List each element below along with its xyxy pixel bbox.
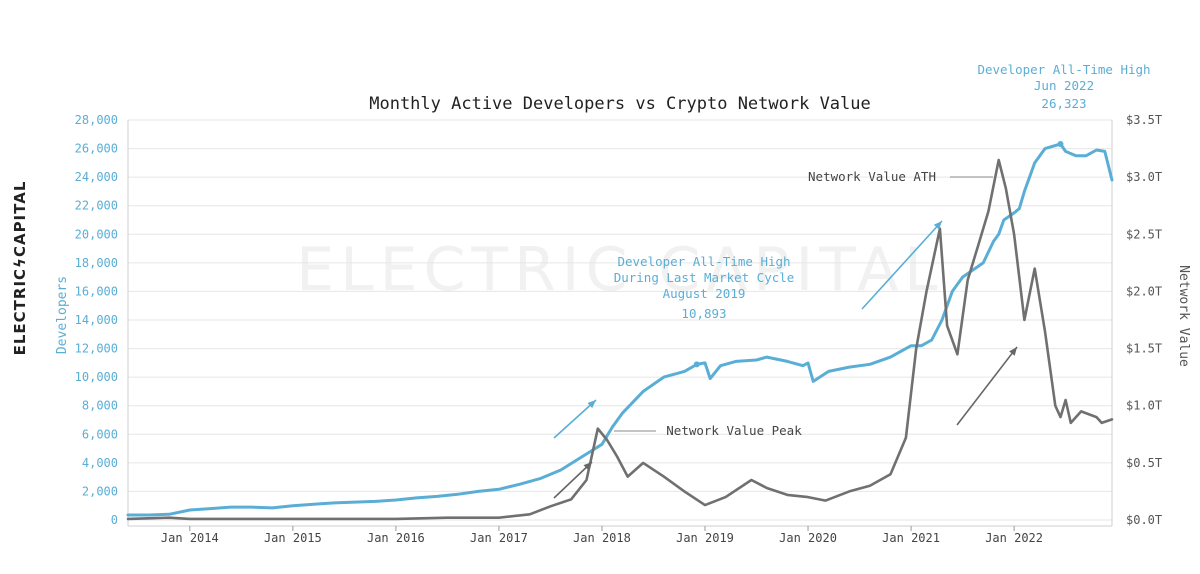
y-tick-right: $3.0T [1126,170,1162,184]
brand-logo: ELECTRICϟCAPITAL [11,181,29,356]
x-axis: Jan 2014 Jan 2015 Jan 2016 Jan 2017 Jan 2018… [161,526,1043,545]
developers-line [126,142,1114,517]
y-tick-right: $2.0T [1126,284,1162,298]
y-tick-right: $3.5T [1126,113,1162,127]
y-tick-left: 18,000 [75,256,118,270]
y-tick-right: $2.5T [1126,227,1162,241]
arrow-nv-2017-head [583,462,592,471]
y-tick-right: $1.0T [1126,399,1162,413]
annotation-dev-prev-label: Developer All-Time High [617,254,790,269]
gridlines [127,119,1113,527]
series-lines [126,142,1114,521]
arrow-dev-2017 [553,399,597,439]
dev-ath-marker [1057,140,1064,147]
annotation-nv-ath: Network Value ATH [808,169,936,184]
annotation-nv-peak: Network Value Peak [666,423,802,438]
x-tick-label: Jan 2022 [985,531,1043,545]
annotation-dev-ath-label: Jun 2022 [1034,78,1094,93]
right-axis-ticks: $0.0T $0.5T $1.0T $1.5T $2.0T $2.5T $3.0T $3.5T [1126,113,1162,527]
annotation-dev-prev-value: 10,893 [681,306,726,321]
arrow-dev-2021 [861,220,943,310]
annotation-dev-prev-label: During Last Market Cycle [614,270,795,285]
x-tick-label: Jan 2020 [779,531,837,545]
y-tick-left: 14,000 [75,313,118,327]
annotation-dev-ath-label: Developer All-Time High [977,62,1150,77]
y-tick-left: 4,000 [82,456,118,470]
y-tick-left: 20,000 [75,227,118,241]
y-tick-left: 6,000 [82,427,118,441]
y-axis-label-left: Developers [55,276,70,354]
y-tick-left: 28,000 [75,113,118,127]
y-tick-left: 24,000 [75,170,118,184]
y-tick-right: $0.5T [1126,456,1162,470]
y-tick-left: 26,000 [75,142,118,156]
dev-prev-marker [693,361,700,368]
y-tick-right: $0.0T [1126,513,1162,527]
annotation-dev-prev-label: August 2019 [663,286,746,301]
y-tick-left: 12,000 [75,342,118,356]
y-tick-left: 10,000 [75,370,118,384]
y-tick-left: 8,000 [82,399,118,413]
x-tick-label: Jan 2021 [882,531,940,545]
arrow-dev-2017-head [587,400,596,409]
arrow-nv-2021 [956,346,1018,426]
y-tick-left: 22,000 [75,199,118,213]
arrow-nv-2021-head [1009,347,1017,356]
y-tick-left: 2,000 [82,484,118,498]
left-axis-ticks: 0 2,000 4,000 6,000 8,000 10,000 12,000 14,000 1… [75,113,118,527]
chart-title: Monthly Active Developers vs Crypto Netw… [369,94,871,114]
annotation-dev-ath-value: 26,323 [1041,96,1086,111]
network-value-line [126,158,1114,521]
x-tick-label: Jan 2014 [161,531,219,545]
arrow-dev-2021-head [933,221,942,230]
y-tick-left: 0 [111,513,118,527]
y-tick-right: $1.5T [1126,342,1162,356]
x-tick-label: Jan 2018 [573,531,631,545]
watermark: ELECTRIC CAPITAL [296,235,943,305]
y-tick-left: 16,000 [75,284,118,298]
x-tick-label: Jan 2015 [264,531,322,545]
x-tick-label: Jan 2016 [367,531,425,545]
arrow-nv-2017 [553,461,593,499]
x-tick-label: Jan 2017 [470,531,528,545]
y-axis-label-right: Network Value [1176,265,1191,367]
x-tick-label: Jan 2019 [676,531,734,545]
